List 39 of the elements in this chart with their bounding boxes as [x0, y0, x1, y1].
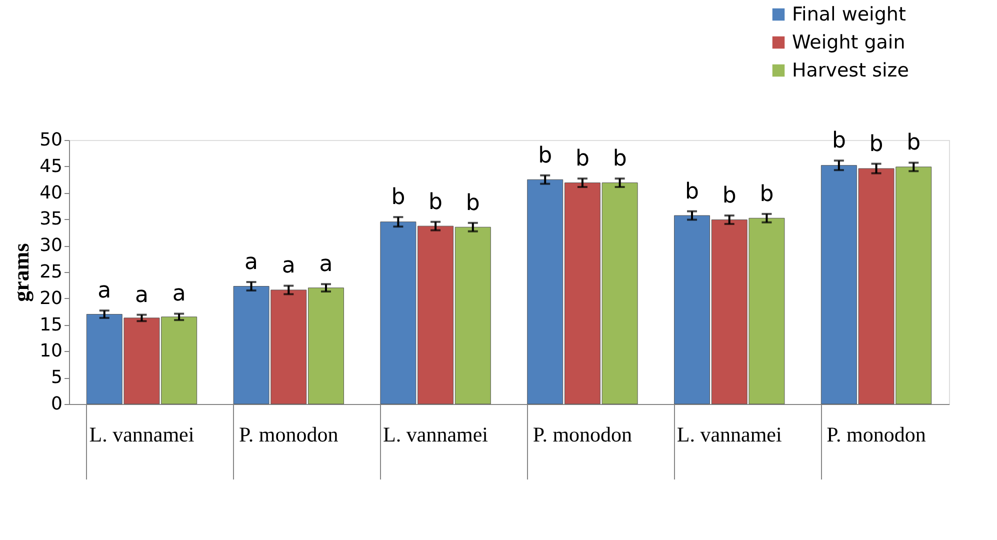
y-axis-title: grams [8, 242, 34, 302]
data-label: a [319, 252, 333, 278]
y-tick-label: 30 [40, 235, 62, 256]
data-label: b [466, 190, 480, 216]
data-label: b [612, 146, 627, 172]
data-label: a [134, 282, 148, 308]
data-label: b [391, 185, 406, 210]
legend-label: Weight gain [792, 32, 906, 54]
data-label: a [282, 254, 296, 279]
x-tick-label: L. vannamei [676, 422, 782, 446]
y-tick-label: 25 [40, 262, 62, 282]
legend-label: Harvest size [792, 60, 909, 82]
data-label: b [760, 182, 774, 207]
data-label: b [428, 190, 443, 215]
x-tick-label: P. monodon [239, 422, 339, 446]
data-label: a [244, 250, 258, 276]
y-tick-label: 40 [40, 182, 62, 204]
x-tick-label: L. vannamei [89, 422, 194, 446]
data-label: b [538, 143, 552, 168]
y-tick-label: 0 [51, 394, 62, 414]
data-label: b [575, 146, 590, 172]
data-label: b [906, 130, 921, 156]
data-label: a [98, 278, 112, 304]
y-tick-label: 45 [40, 156, 62, 177]
x-tick-label: L. vannamei [383, 422, 488, 446]
y-tick-label: 50 [40, 130, 62, 150]
legend-label: Final weight [792, 4, 906, 26]
x-tick-label: P. monodon [532, 422, 633, 446]
data-label: b [722, 184, 736, 209]
data-label: a [172, 282, 186, 307]
y-tick-label: 5 [51, 367, 62, 388]
data-label: b [869, 132, 884, 157]
x-tick-label: P. monodon [826, 422, 926, 446]
y-tick-label: 20 [40, 288, 62, 309]
data-label: b [685, 179, 699, 204]
y-tick-label: 35 [40, 208, 62, 230]
y-tick-label: 10 [40, 340, 62, 362]
data-label: b [832, 128, 846, 154]
y-tick-label: 15 [40, 314, 62, 336]
